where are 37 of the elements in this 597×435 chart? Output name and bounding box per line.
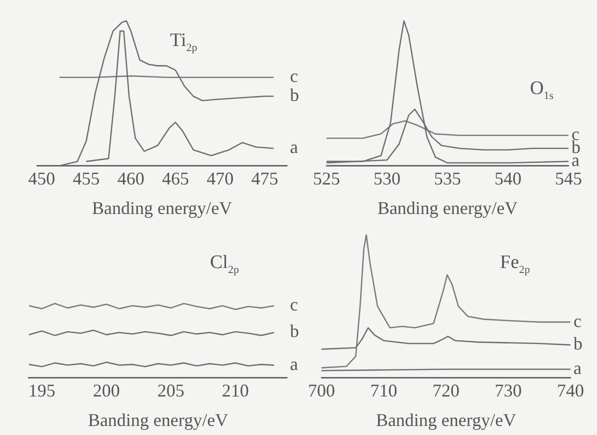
x-tick-label: 195 <box>28 380 56 400</box>
x-tick-label: 730 <box>494 380 522 400</box>
series-label: a <box>290 354 298 374</box>
x-tick-label: 455 <box>72 168 100 188</box>
series-label: b <box>290 321 299 342</box>
x-tick-label: 470 <box>206 168 234 188</box>
x-tick-label: 740 <box>557 380 584 400</box>
x-tick-label: 720 <box>432 380 460 400</box>
chart-title: Cl$_{2p}$ <box>210 252 239 276</box>
text: Ti$_{2p}$ <box>170 30 198 54</box>
x-tick-label: 545 <box>555 168 582 188</box>
text: Fe$_{2p}$ <box>500 252 530 276</box>
series-label: b <box>290 84 299 105</box>
x-tick-label: 535 <box>434 168 461 188</box>
x-tick-label: 530 <box>374 168 400 188</box>
x-tick-label: 460 <box>117 168 144 188</box>
x-tick-label: 475 <box>251 168 278 188</box>
x-axis-title: Banding energy/eV <box>92 198 232 218</box>
x-axis-title: Banding energy/eV <box>88 410 228 430</box>
series-label: a <box>290 137 298 158</box>
x-tick-label: 465 <box>162 168 189 188</box>
x-axis-title: Banding energy/eV <box>376 410 516 430</box>
x-tick-label: 210 <box>222 380 249 400</box>
x-tick-label: 450 <box>28 168 56 188</box>
series-label: c <box>290 294 298 314</box>
x-axis-title: Banding energy/eV <box>377 198 518 218</box>
series-label: b <box>574 334 582 354</box>
series-label: c <box>290 66 298 86</box>
series-label: c <box>574 310 582 331</box>
x-tick-label: 700 <box>308 380 335 400</box>
x-tick-label: 540 <box>494 168 522 188</box>
x-tick-label: 200 <box>92 380 120 400</box>
series-label: a <box>574 358 582 378</box>
text: O$_{1s}$ <box>530 78 554 102</box>
x-tick-label: 205 <box>157 380 184 400</box>
x-tick-label: 525 <box>313 168 340 188</box>
x-tick-label: 710 <box>370 380 398 400</box>
